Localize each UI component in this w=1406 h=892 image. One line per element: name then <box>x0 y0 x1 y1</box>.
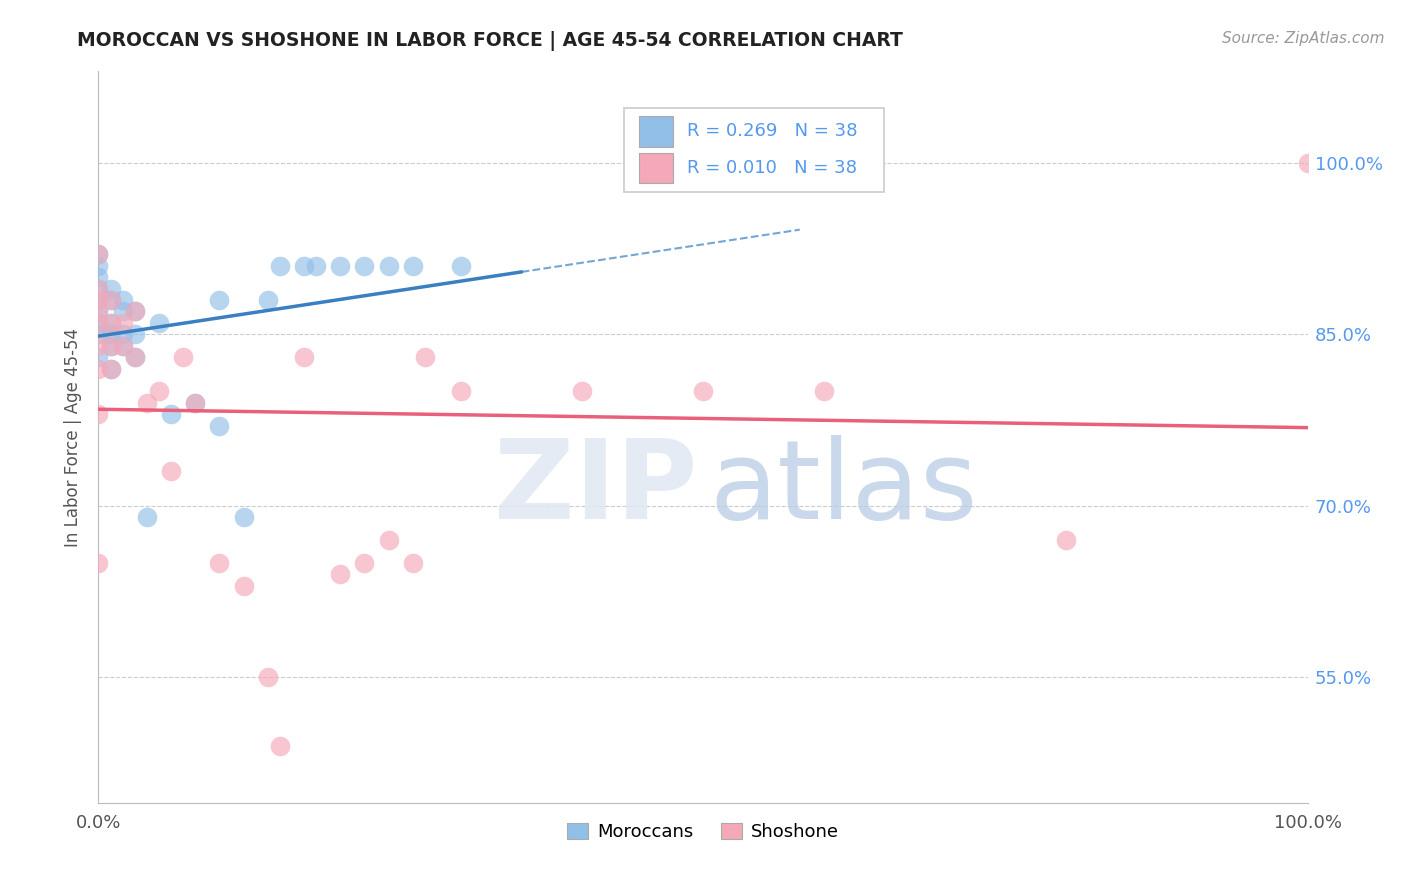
Point <box>100 361 122 376</box>
Point <box>269 259 291 273</box>
Point <box>87 281 110 295</box>
Point <box>111 338 134 352</box>
Point <box>100 281 122 295</box>
Point <box>87 316 110 330</box>
Point <box>692 384 714 399</box>
Point <box>111 304 134 318</box>
Text: R = 0.010   N = 38: R = 0.010 N = 38 <box>688 159 858 177</box>
Text: R = 0.269   N = 38: R = 0.269 N = 38 <box>688 122 858 140</box>
Point <box>377 533 399 547</box>
Point <box>450 384 472 399</box>
Point <box>87 361 110 376</box>
Point <box>124 304 146 318</box>
Point <box>87 247 110 261</box>
Point <box>111 327 134 342</box>
Point <box>87 338 110 352</box>
Point <box>100 338 122 352</box>
Point <box>135 510 157 524</box>
Point <box>292 259 315 273</box>
Point <box>100 316 122 330</box>
Point <box>87 304 110 318</box>
Point <box>172 350 194 364</box>
Text: ZIP: ZIP <box>494 434 697 541</box>
Point <box>269 739 291 753</box>
Point <box>232 510 254 524</box>
Point <box>184 396 207 410</box>
Point <box>135 396 157 410</box>
Point <box>100 293 122 307</box>
Point <box>87 270 110 285</box>
Point <box>208 556 231 570</box>
Point <box>87 293 110 307</box>
Text: atlas: atlas <box>709 434 977 541</box>
Point <box>353 556 375 570</box>
Point <box>1296 155 1319 169</box>
Point <box>124 350 146 364</box>
Point <box>353 259 375 273</box>
Point <box>148 384 170 399</box>
Point <box>87 316 110 330</box>
FancyBboxPatch shape <box>638 153 673 183</box>
Point <box>402 556 425 570</box>
Point <box>100 361 122 376</box>
Point <box>87 247 110 261</box>
Point <box>87 350 110 364</box>
Point <box>813 384 835 399</box>
Point <box>124 327 146 342</box>
Y-axis label: In Labor Force | Age 45-54: In Labor Force | Age 45-54 <box>65 327 83 547</box>
Point <box>377 259 399 273</box>
Legend: Moroccans, Shoshone: Moroccans, Shoshone <box>560 816 846 848</box>
Point <box>292 350 315 364</box>
Point <box>160 464 183 478</box>
Point <box>208 293 231 307</box>
Point <box>148 316 170 330</box>
Point <box>208 418 231 433</box>
Point <box>87 293 110 307</box>
Point <box>124 350 146 364</box>
Point <box>232 579 254 593</box>
FancyBboxPatch shape <box>624 108 884 192</box>
Point <box>87 556 110 570</box>
Point <box>1054 533 1077 547</box>
Point <box>329 567 352 582</box>
Point <box>160 407 183 421</box>
Point <box>87 407 110 421</box>
Point <box>87 259 110 273</box>
Point <box>256 670 278 684</box>
Point <box>100 338 122 352</box>
Point <box>111 293 134 307</box>
Point <box>413 350 436 364</box>
Point <box>100 316 122 330</box>
FancyBboxPatch shape <box>638 116 673 146</box>
Point <box>450 259 472 273</box>
Point <box>100 293 122 307</box>
Text: Source: ZipAtlas.com: Source: ZipAtlas.com <box>1222 31 1385 46</box>
Point <box>100 327 122 342</box>
Point <box>87 281 110 295</box>
Point <box>256 293 278 307</box>
Point <box>305 259 328 273</box>
Point <box>571 384 593 399</box>
Point <box>87 304 110 318</box>
Point <box>111 338 134 352</box>
Point <box>402 259 425 273</box>
Point <box>184 396 207 410</box>
Point <box>87 327 110 342</box>
Point <box>111 316 134 330</box>
Point <box>329 259 352 273</box>
Text: MOROCCAN VS SHOSHONE IN LABOR FORCE | AGE 45-54 CORRELATION CHART: MOROCCAN VS SHOSHONE IN LABOR FORCE | AG… <box>77 31 903 51</box>
Point <box>124 304 146 318</box>
